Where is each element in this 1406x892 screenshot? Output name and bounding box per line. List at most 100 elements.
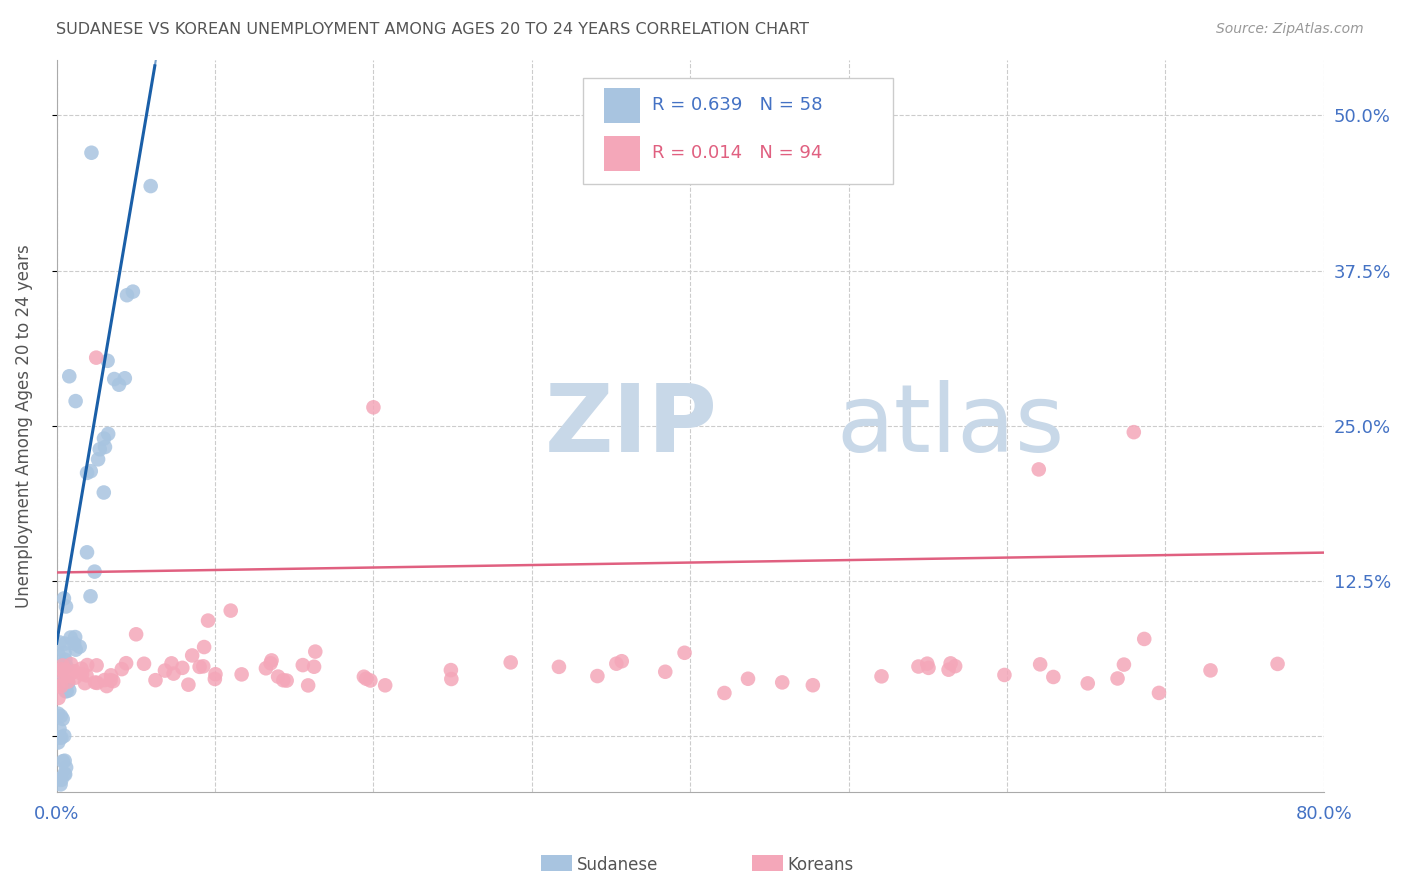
Point [103,674,125,689]
Point [374,678,396,692]
Point [76,668,98,682]
Point [197,614,219,628]
Text: ZIP: ZIP [544,380,717,472]
Point [1029,657,1052,672]
Point [943,659,966,673]
Point [97,426,120,441]
Point [172,661,194,675]
Point [65,394,87,409]
Point [1267,657,1289,671]
Point [53,754,76,768]
Point [193,659,215,673]
Point [302,659,325,673]
Point [132,657,155,671]
Point [52,754,75,768]
Point [359,673,381,688]
Point [89,442,111,457]
Text: SUDANESE VS KOREAN UNEMPLOYMENT AMONG AGES 20 TO 24 YEARS CORRELATION CHART: SUDANESE VS KOREAN UNEMPLOYMENT AMONG AG… [56,22,810,37]
Point [297,678,319,692]
Point [58,676,80,690]
Point [53,658,76,673]
Point [1147,686,1170,700]
Point [46,706,69,721]
Point [204,672,226,686]
Point [53,766,76,780]
Point [115,288,138,302]
Y-axis label: Unemployment Among Ages 20 to 24 years: Unemployment Among Ages 20 to 24 years [15,244,32,607]
Point [273,673,295,688]
Point [108,377,131,392]
Point [76,658,98,673]
Point [1028,462,1050,476]
Point [55,760,77,774]
Point [60,657,83,672]
Point [181,648,204,663]
Point [69,640,91,654]
Point [993,668,1015,682]
Point [1107,672,1129,686]
Point [440,672,463,686]
Point [177,678,200,692]
Point [46,735,69,749]
Point [363,401,385,415]
Point [76,545,98,559]
Point [48,691,70,706]
Point [53,729,76,743]
Point [1077,676,1099,690]
Point [907,659,929,673]
Point [115,656,138,670]
Point [65,642,87,657]
Point [46,772,69,787]
Point [440,663,463,677]
Point [97,353,120,368]
Point [160,657,183,671]
Point [84,351,107,365]
Text: atlas: atlas [837,380,1064,472]
Point [87,452,110,467]
Point [79,589,101,603]
Point [499,656,522,670]
Point [55,663,77,677]
Point [114,371,136,385]
Point [55,684,77,698]
Point [76,466,98,480]
Point [51,731,73,745]
Point [100,673,122,688]
Point [55,684,77,698]
Point [259,657,281,671]
Point [219,604,242,618]
Point [304,644,326,658]
Text: Sudanese: Sudanese [576,856,658,874]
Point [55,669,77,683]
Point [801,678,824,692]
Point [938,663,960,677]
Point [100,668,122,682]
Point [52,668,75,682]
Text: R = 0.014   N = 94: R = 0.014 N = 94 [652,144,823,161]
Point [231,667,253,681]
Point [103,372,125,386]
FancyBboxPatch shape [582,78,893,184]
Point [56,674,79,689]
Point [80,145,103,160]
Point [162,666,184,681]
Point [260,653,283,667]
Point [51,662,73,676]
Text: Koreans: Koreans [787,856,853,874]
Point [48,648,70,662]
Point [188,660,211,674]
Point [193,640,215,654]
Point [52,712,75,726]
Point [59,665,82,680]
Point [276,673,298,688]
Point [586,669,609,683]
Bar [605,88,640,123]
Point [63,636,86,650]
Point [93,432,115,446]
Point [51,679,73,693]
Point [204,667,226,681]
Point [145,673,167,688]
Point [70,667,93,681]
Point [58,683,80,698]
Point [58,369,80,384]
